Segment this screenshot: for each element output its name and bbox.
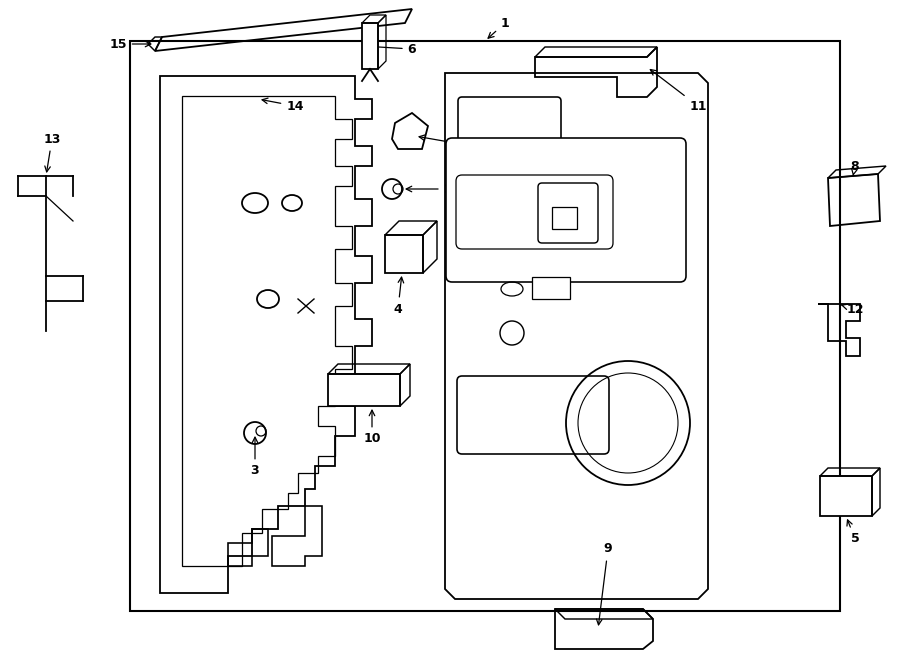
Bar xyxy=(385,235,423,273)
Text: 8: 8 xyxy=(850,159,860,175)
Bar xyxy=(328,374,400,406)
Text: 12: 12 xyxy=(841,303,864,315)
Text: 14: 14 xyxy=(262,98,304,112)
Bar xyxy=(552,207,577,229)
Text: 10: 10 xyxy=(364,410,381,446)
FancyBboxPatch shape xyxy=(538,183,598,243)
FancyBboxPatch shape xyxy=(457,376,609,454)
FancyBboxPatch shape xyxy=(458,97,561,143)
Text: 9: 9 xyxy=(597,543,612,625)
FancyBboxPatch shape xyxy=(446,138,686,282)
Text: 6: 6 xyxy=(366,42,417,56)
Text: 3: 3 xyxy=(251,437,259,477)
Text: 1: 1 xyxy=(488,17,509,38)
Bar xyxy=(130,41,840,611)
Bar xyxy=(532,277,570,299)
Bar xyxy=(362,23,378,69)
Text: 13: 13 xyxy=(43,132,60,172)
Text: 5: 5 xyxy=(847,520,860,545)
Text: 7: 7 xyxy=(419,135,459,149)
Text: 11: 11 xyxy=(651,69,706,112)
Text: 4: 4 xyxy=(393,277,404,315)
Text: 2: 2 xyxy=(406,182,453,196)
Bar xyxy=(820,476,872,516)
Text: 15: 15 xyxy=(109,38,151,50)
FancyBboxPatch shape xyxy=(456,175,613,249)
